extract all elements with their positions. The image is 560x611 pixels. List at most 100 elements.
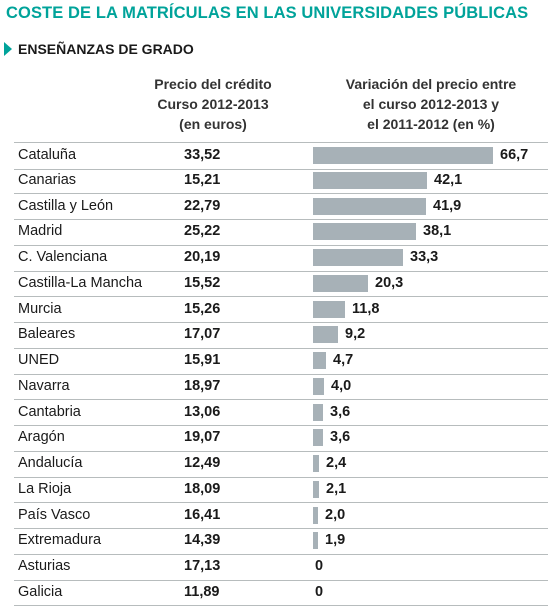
region-label: C. Valenciana — [18, 249, 108, 265]
region-label: Castilla y León — [18, 197, 114, 214]
chart-title: COSTE DE LA MATRÍCULAS EN LAS UNIVERSIDA… — [6, 4, 529, 22]
variation-bar — [313, 223, 416, 241]
variation-bar — [313, 300, 345, 318]
triangle-marker-icon — [4, 42, 12, 56]
table-row: Castilla-La Mancha 15,52 20,3 — [14, 271, 548, 298]
variation-bar — [313, 480, 319, 498]
price-value: 25,22 — [184, 223, 221, 240]
region-label: Baleares — [18, 326, 76, 343]
region-label: Extremadura — [18, 532, 102, 549]
variation-bar — [313, 455, 319, 472]
variation-bar — [313, 326, 338, 344]
price-value: 13,06 — [184, 403, 221, 420]
table-row: Castilla y León 22,79 41,9 — [14, 194, 548, 221]
table-row: Cantabria 13,06 3,6 — [14, 400, 548, 427]
region-label: Galicia — [18, 583, 63, 600]
table-row: Navarra 18,97 4,0 — [14, 374, 548, 401]
table-row: País Vasco 16,41 2,0 — [14, 503, 548, 530]
variation-value-label: 9,2 — [345, 326, 366, 343]
variation-bar — [313, 403, 323, 421]
variation-value-label: 2,0 — [325, 506, 346, 523]
table-row: Cataluña 33,52 66,7 — [14, 142, 548, 170]
variation-bar — [313, 352, 326, 369]
region-label: Andalucía — [18, 455, 83, 471]
variation-value-label: 3,6 — [330, 403, 351, 420]
table-row: Asturias 17,13 0 — [14, 554, 548, 581]
variation-column-header: Variación del precio entre el curso 2012… — [312, 74, 550, 134]
variation-header-line: el curso 2012-2013 y — [362, 96, 500, 112]
table-row: Canarias 15,21 42,1 — [14, 168, 548, 195]
variation-value-label: 3,6 — [330, 429, 351, 446]
region-label: Asturias — [18, 558, 71, 574]
region-label: Castilla-La Mancha — [18, 274, 143, 291]
region-label: Canarias — [18, 171, 77, 188]
price-value: 12,49 — [184, 455, 221, 471]
region-label: UNED — [18, 352, 60, 368]
variation-value-label: 0 — [315, 583, 324, 600]
region-label: País Vasco — [18, 506, 91, 523]
region-label: Cataluña — [18, 147, 77, 163]
price-value: 18,09 — [184, 480, 221, 497]
price-header-line: (en euros) — [179, 116, 247, 132]
section-subtitle: ENSEÑANZAS DE GRADO — [18, 41, 194, 57]
price-value: 19,07 — [184, 429, 221, 446]
price-value: 11,89 — [184, 583, 220, 600]
table-row: Baleares 17,07 9,2 — [14, 322, 548, 349]
variation-bar — [313, 532, 318, 550]
table-row: Madrid 25,22 38,1 — [14, 219, 548, 246]
table-row: Aragón 19,07 3,6 — [14, 425, 548, 452]
variation-bar — [313, 147, 493, 164]
table-row: Andalucía 12,49 2,4 — [14, 451, 548, 478]
table-row: Galicia 11,89 0 — [14, 580, 548, 607]
table-row: La Rioja 18,09 2,1 — [14, 477, 548, 504]
variation-bar — [313, 249, 403, 266]
variation-value-label: 41,9 — [433, 197, 462, 214]
price-header-line: Precio del crédito — [154, 76, 272, 92]
variation-header-line: el 2011-2012 (en %) — [367, 116, 495, 132]
table-row: UNED 15,91 4,7 — [14, 348, 548, 375]
variation-bar — [313, 506, 318, 524]
price-header-line: Curso 2012-2013 — [157, 96, 269, 112]
region-label: Murcia — [18, 300, 62, 317]
variation-value-label: 2,4 — [326, 455, 347, 471]
price-value: 15,52 — [184, 274, 221, 291]
price-value: 15,91 — [184, 352, 221, 368]
region-label: Aragón — [18, 429, 65, 446]
variation-bar — [313, 377, 324, 395]
table-row: Murcia 15,26 11,8 — [14, 297, 548, 324]
price-value: 14,39 — [184, 532, 221, 549]
variation-value-label: 33,3 — [410, 249, 439, 265]
section-heading: ENSEÑANZAS DE GRADO — [4, 40, 194, 58]
variation-value-label: 11,8 — [352, 300, 380, 317]
variation-value-label: 4,0 — [331, 377, 352, 394]
region-label: La Rioja — [18, 480, 72, 497]
variation-bar — [313, 429, 323, 447]
price-value: 16,41 — [184, 506, 221, 523]
variation-value-label: 20,3 — [375, 274, 404, 291]
price-value: 33,52 — [184, 147, 221, 163]
variation-value-label: 42,1 — [434, 171, 463, 188]
price-value: 17,13 — [184, 558, 221, 574]
price-value: 15,21 — [184, 171, 221, 188]
variation-bar — [313, 171, 427, 189]
variation-header-line: Variación del precio entre — [345, 76, 517, 92]
variation-value-label: 1,9 — [325, 532, 346, 549]
region-label: Navarra — [18, 377, 70, 394]
price-value: 15,26 — [184, 300, 221, 317]
table-row: Extremadura 14,39 1,9 — [14, 528, 548, 555]
price-value: 17,07 — [184, 326, 221, 343]
variation-value-label: 38,1 — [423, 223, 452, 240]
variation-bar — [313, 274, 368, 292]
table-row: C. Valenciana 20,19 33,3 — [14, 245, 548, 272]
variation-value-label: 4,7 — [333, 352, 354, 368]
variation-value-label: 0 — [315, 558, 324, 574]
variation-bar — [313, 197, 426, 215]
price-column-header: Precio del crédito Curso 2012-2013 (en e… — [140, 74, 286, 134]
variation-value-label: 2,1 — [326, 480, 347, 497]
region-label: Cantabria — [18, 403, 81, 420]
region-label: Madrid — [18, 223, 63, 240]
variation-value-label: 66,7 — [500, 147, 529, 163]
price-value: 18,97 — [184, 377, 221, 394]
price-value: 22,79 — [184, 197, 221, 214]
price-value: 20,19 — [184, 249, 221, 265]
